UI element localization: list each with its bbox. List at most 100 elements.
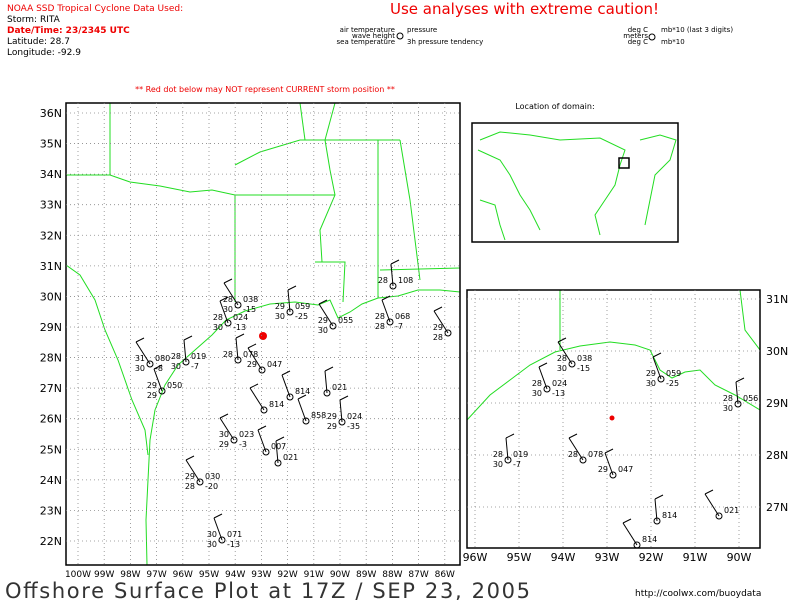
station-value: 038 (577, 354, 592, 363)
wind-barb (297, 394, 307, 400)
legend-pressure: pressure (407, 26, 437, 34)
wind-barb (185, 455, 195, 461)
wind-barb (735, 381, 739, 405)
unit: mb*10 (last 3 digits) (661, 26, 733, 34)
zoom-inset (467, 290, 760, 421)
station-value: 078 (243, 350, 258, 359)
lat-label: 30N (40, 290, 62, 303)
station-value: 814 (642, 535, 657, 544)
station-value: 30 (207, 530, 217, 539)
lon-label: 89W (356, 570, 376, 580)
station-value: 030 (205, 472, 220, 481)
wind-barb (297, 398, 307, 422)
wind-barb (652, 352, 662, 358)
station-value: 021 (332, 383, 347, 392)
lon-label: 91W (304, 570, 324, 580)
wind-barb (281, 370, 291, 376)
lon-label: 95W (199, 570, 219, 580)
footer-title: Offshore Surface Plot at 17Z / SEP 23, 2… (5, 579, 530, 600)
lon-label: 90W (330, 570, 350, 580)
station-value: -15 (577, 364, 590, 373)
wind-barb (568, 437, 584, 461)
lon-label: 92W (277, 570, 297, 580)
station-value: 078 (588, 450, 603, 459)
station-value: 30 (318, 326, 328, 335)
station (230, 436, 238, 444)
station-value: 047 (267, 360, 282, 369)
station-value: 29 (327, 422, 337, 431)
lat-label: 36N (40, 107, 62, 120)
lat-label: 33N (40, 199, 62, 212)
station-value: -8 (155, 364, 163, 373)
wind-barb (324, 366, 334, 372)
wind-barb (390, 259, 400, 265)
station-value: 814 (269, 400, 284, 409)
station-value: -25 (295, 312, 308, 321)
station-value: 024 (347, 412, 362, 421)
station (260, 406, 268, 414)
lat-label: 30N (766, 345, 788, 358)
warning: Use analyses with extreme caution! (390, 0, 659, 18)
station (224, 319, 232, 327)
wind-barb (652, 356, 662, 380)
station (715, 512, 723, 520)
main-map-frame (65, 102, 461, 566)
station-value: 30 (219, 430, 229, 439)
lat-label: 25N (40, 443, 62, 456)
station-value: 30 (171, 362, 181, 371)
station-value: 038 (243, 295, 258, 304)
lon-label: 87W (408, 570, 428, 580)
wind-barb (183, 335, 193, 341)
station (302, 417, 310, 425)
lon-label: 93W (595, 551, 620, 564)
lat-label: 35N (40, 138, 62, 151)
lon-label: 98W (120, 570, 140, 580)
lon-label: 96W (173, 570, 193, 580)
lat-label: 27N (40, 382, 62, 395)
wind-barb (505, 437, 509, 461)
station-value: 814 (295, 387, 310, 396)
station-value: 068 (395, 312, 410, 321)
station-value: 29 (598, 465, 608, 474)
wind-barb (538, 362, 548, 368)
lon-label: 86W (435, 570, 455, 580)
wind-barb (622, 518, 632, 524)
station-value: 30 (213, 323, 223, 332)
lat-label: 34N (40, 168, 62, 181)
wind-barb (704, 489, 714, 495)
wind-barb (183, 339, 187, 363)
station-value: 28 (185, 482, 195, 491)
wind-barb (223, 282, 239, 306)
station-value: -35 (347, 422, 360, 431)
station-value: 30 (223, 305, 233, 314)
station-value: 047 (618, 465, 633, 474)
wind-barb (153, 368, 163, 392)
wind-barb (505, 433, 515, 439)
station-value: 29 (318, 316, 328, 325)
station-value: 30 (557, 364, 567, 373)
lon-label: 91W (683, 551, 708, 564)
wind-barb (213, 513, 223, 519)
wind-barb (257, 429, 267, 453)
lat-label: 32N (40, 229, 62, 242)
station-value: 059 (666, 369, 681, 378)
station-value: 059 (295, 302, 310, 311)
unit: meters (623, 32, 648, 40)
legend-tendency: 3h pressure tendency (407, 38, 483, 46)
station-value: 023 (239, 430, 254, 439)
unit: deg C (628, 38, 648, 46)
lat-label: 22N (40, 535, 62, 548)
wind-barb (390, 263, 394, 287)
station-value: -15 (243, 305, 256, 314)
wind-barb (557, 337, 567, 343)
station-value: 055 (338, 316, 353, 325)
station-value: 019 (513, 450, 528, 459)
wind-barb (318, 299, 328, 305)
wind-barb (247, 347, 263, 371)
station (543, 385, 551, 393)
station-value: 29 (147, 391, 157, 400)
lon-label: 92W (639, 551, 664, 564)
main-coast (66, 103, 460, 565)
station (262, 448, 270, 456)
